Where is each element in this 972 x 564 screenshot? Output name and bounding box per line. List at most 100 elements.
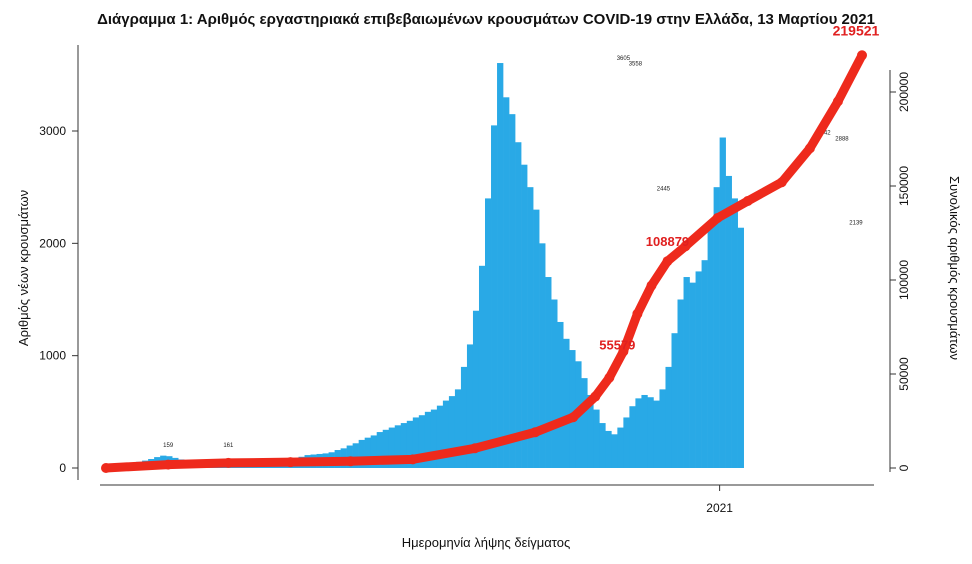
bar-data-label: 2139 [849,221,863,227]
bar [725,175,732,468]
bar [641,394,648,468]
x-tick-label: 2021 [706,501,733,515]
cumulative-point [345,456,356,467]
right-tick-label: 200000 [897,72,911,112]
x-axis-label: Ημερομηνία λήψης δείγματος [402,535,571,550]
left-tick-label: 1000 [39,349,66,363]
y-left-axis-label: Αριθμός νέων κρουσμάτων [16,190,31,346]
bar [647,397,654,468]
bar [539,243,546,468]
cumulative-annotation: 55579 [599,338,635,353]
cumulative-point [712,212,723,223]
bar [442,400,450,468]
right-axis-ticks: 0 50000 100000 150000 200000 [890,72,911,471]
left-tick-label: 0 [59,461,66,475]
cumulative-point [804,143,815,154]
bar [509,114,516,469]
bar [701,260,708,468]
cumulative-point [646,280,657,291]
cumulative-point [163,459,174,470]
bar [587,394,594,468]
bar [671,333,678,468]
y-right-axis-label: Συνολικός αριθμός κρουσμάτων [947,176,962,360]
bar [436,405,444,468]
bar [472,310,480,468]
right-tick-label: 50000 [897,357,911,391]
bar [629,406,636,468]
bar [659,389,666,468]
x-axis-ticks: 2021 [706,485,733,515]
bar [376,432,384,468]
bar [611,434,618,468]
bar [593,409,600,468]
bar [605,430,612,468]
bar [623,417,630,468]
cumulative-point [857,50,867,61]
left-tick-label: 3000 [39,124,66,138]
cumulative-point [223,457,234,468]
bar-data-label: 161 [223,443,234,449]
cumulative-point [285,457,296,468]
bar [485,198,492,468]
bar [497,63,504,469]
bar [478,265,486,468]
bar [503,97,510,469]
bar [358,439,365,468]
bar [424,411,432,468]
bar [515,142,522,468]
bar [581,378,588,468]
chart-title: Διάγραμμα 1: Αριθμός εργαστηριακά επιβεβ… [97,11,875,28]
bar [527,187,534,468]
cumulative-annotation: 219521 [833,23,880,39]
bar [719,137,726,469]
right-tick-label: 0 [897,464,911,471]
cumulative-point [680,241,691,252]
bar-data-label: 2888 [835,137,849,143]
bar [665,366,672,468]
cumulative-point [632,308,643,319]
bar [521,164,528,468]
cumulative-point [590,391,601,402]
bar [448,396,456,468]
cumulative-line [101,50,867,473]
bar [653,400,660,468]
bar [430,409,438,468]
bar [364,437,372,468]
cumulative-annotation: 108879 [646,234,689,249]
cumulative-point [662,256,673,267]
bar-data-label: 159 [163,443,174,449]
bar [418,415,426,468]
cumulative-point [469,443,480,454]
bar [713,187,720,468]
right-tick-label: 100000 [897,260,911,300]
left-axis-ticks: 0 1000 2000 3000 [39,124,78,475]
bar [707,226,714,468]
cumulative-point [742,196,753,207]
bar [533,209,540,468]
bar-data-label: 3558 [629,61,643,67]
bar [370,435,378,468]
bar [557,321,564,468]
cumulative-point [604,372,615,383]
left-tick-label: 2000 [39,236,66,250]
cumulative-point [101,463,111,473]
bar [394,425,402,468]
bar-data-label: 3605 [617,56,631,62]
bar [491,125,498,468]
bar [731,198,738,468]
cumulative-point [530,427,541,438]
line-series [101,50,867,473]
bar [677,299,684,468]
bar [599,423,606,468]
bar [412,417,420,468]
annotations: 55579 108879 219521 [599,23,879,353]
bar [683,277,690,468]
bar [400,423,408,468]
bar [617,427,624,468]
bar [460,366,468,468]
bar [466,344,474,468]
bar [569,350,576,468]
bar [545,277,552,468]
